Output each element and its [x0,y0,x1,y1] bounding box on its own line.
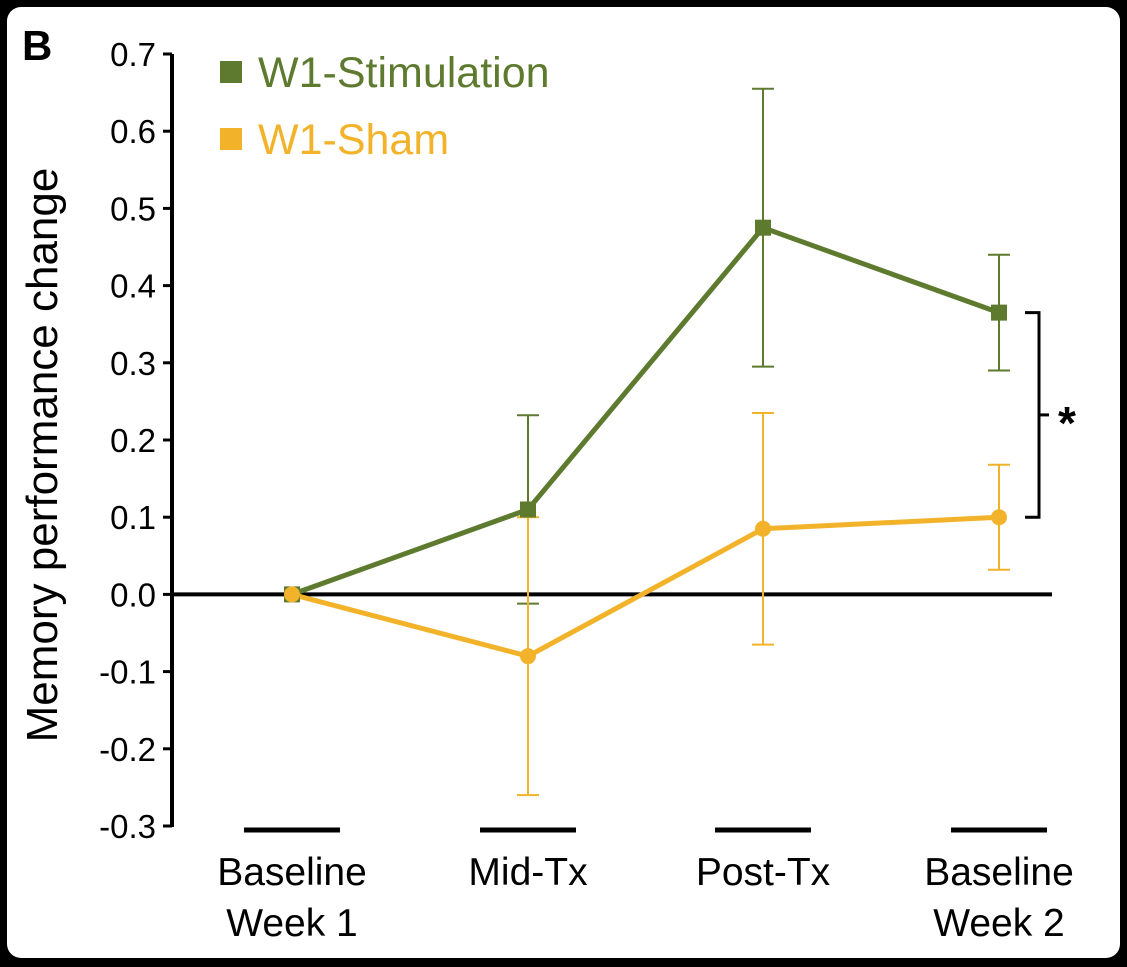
y-tick-label: 0.4 [110,268,156,305]
y-tick-label: 0.2 [110,422,156,459]
markers-group [284,219,1007,665]
legend-swatch [220,61,242,83]
data-point-square [520,501,536,518]
data-point-square [991,304,1007,321]
line-chart: 0.7 0.6 0.5 0.4 0.3 0.2 0.1 0.0 -0.1 -0.2 -0.3 Base… [18,22,1076,945]
x-category-label-line2: Week 1 [226,902,358,945]
y-tick-label: 0.5 [110,190,156,227]
legend: W1-Stimulation W1-Sham [220,49,550,164]
legend-label: W1-Stimulation [258,49,550,97]
panel-letter: B [22,22,52,69]
labels-group: 0.7 0.6 0.5 0.4 0.3 0.2 0.1 0.0 -0.1 -0.2 -0.3 Base… [18,36,1074,945]
series-line [291,514,1000,659]
significance-bracket [1025,311,1041,519]
y-tick-label: -0.1 [99,654,156,691]
data-point-square [755,219,771,236]
y-tick-label: 0.1 [110,499,156,536]
series-lines-group [291,225,1000,659]
y-tick-label: 0.7 [110,36,156,73]
y-tick-label: 0.0 [110,576,156,613]
y-tick-label: -0.2 [99,731,156,768]
y-axis-label: Memory performance change [18,168,67,743]
legend-swatch [220,128,242,150]
significance-star: * [1058,397,1076,449]
data-point-circle [991,509,1007,526]
series-line [291,225,1000,597]
x-category-label: Baseline [924,851,1074,894]
data-point-circle [520,648,536,665]
data-point-circle [284,586,300,603]
data-point-circle [755,520,771,537]
error-bars-group [517,87,1010,797]
x-category-label: Post-Tx [696,851,831,894]
axes-group [163,52,1052,833]
chart-panel: 0.7 0.6 0.5 0.4 0.3 0.2 0.1 0.0 -0.1 -0.2 -0.3 Base… [7,7,1120,958]
y-tick-label: 0.6 [110,113,156,150]
legend-label: W1-Sham [258,116,449,164]
annotations-group: * [1025,311,1076,519]
x-category-label: Mid-Tx [468,851,588,894]
y-tick-label: -0.3 [99,808,156,845]
y-tick-label: 0.3 [110,345,156,382]
x-category-label-line2: Week 2 [933,902,1065,945]
x-category-label: Baseline [217,851,367,894]
